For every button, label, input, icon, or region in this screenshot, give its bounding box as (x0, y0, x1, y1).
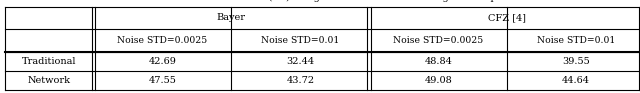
Text: Table 1: Median Reconstruction PSNR (dB) using Traditional demosaicking and Prop: Table 1: Median Reconstruction PSNR (dB)… (75, 0, 565, 2)
Text: 47.55: 47.55 (148, 76, 177, 85)
Text: Noise STD=0.01: Noise STD=0.01 (537, 36, 615, 45)
Text: 39.55: 39.55 (563, 57, 590, 66)
Text: Noise STD=0.0025: Noise STD=0.0025 (393, 36, 483, 45)
Text: 44.64: 44.64 (562, 76, 590, 85)
Text: 32.44: 32.44 (286, 57, 314, 66)
Text: Bayer: Bayer (217, 13, 246, 22)
Text: 48.84: 48.84 (424, 57, 452, 66)
Text: CFZ [4]: CFZ [4] (488, 13, 526, 22)
Text: 49.08: 49.08 (424, 76, 452, 85)
Text: 43.72: 43.72 (286, 76, 314, 85)
Text: 42.69: 42.69 (148, 57, 177, 66)
Text: Noise STD=0.01: Noise STD=0.01 (261, 36, 339, 45)
Text: Traditional: Traditional (22, 57, 77, 66)
Text: Noise STD=0.0025: Noise STD=0.0025 (117, 36, 207, 45)
Text: Network: Network (28, 76, 71, 85)
